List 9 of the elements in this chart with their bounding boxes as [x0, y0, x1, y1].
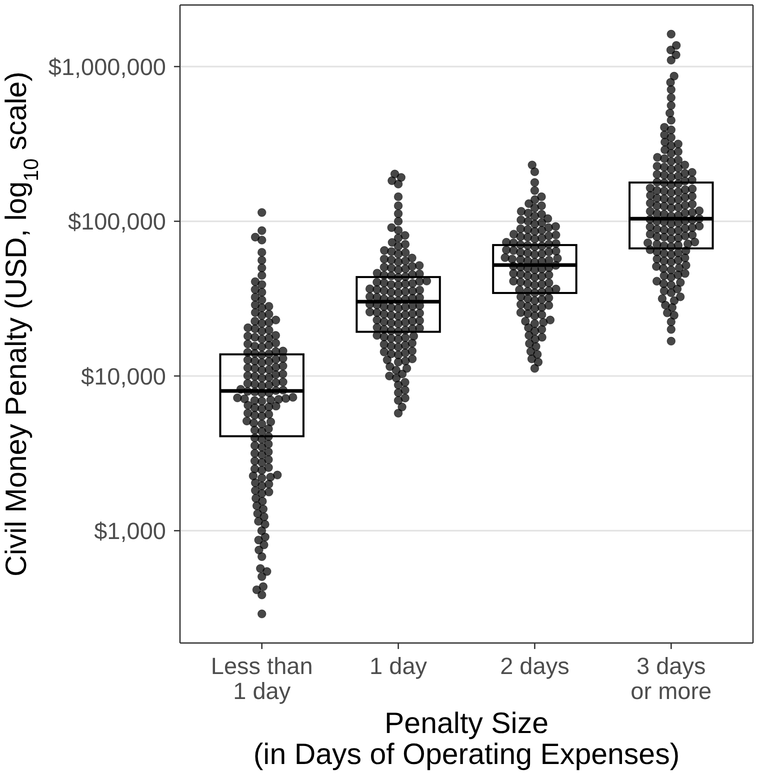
y-tick-label: $100,000	[68, 208, 166, 235]
y-tick-label: $10,000	[81, 363, 166, 390]
y-tick-label: $1,000	[94, 518, 166, 544]
x-tick-label: 3 days or more	[630, 653, 712, 704]
x-tick-label: Less than 1 day	[210, 653, 313, 704]
x-axis-title: Penalty Size (in Days of Operating Expenses)	[253, 707, 680, 771]
y-tick-label: $1,000,000	[48, 54, 166, 80]
x-tick-label: 2 days	[500, 653, 570, 679]
x-tick-label: 1 day	[370, 653, 428, 679]
